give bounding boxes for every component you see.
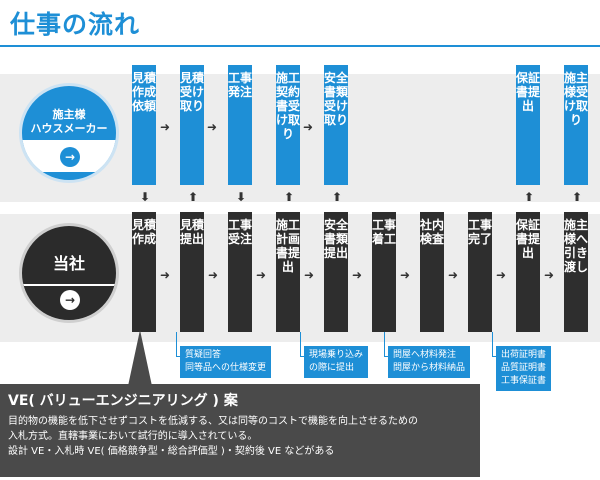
- client-step-contract-receive: 施工契約書受け取り: [276, 65, 300, 185]
- ve-panel: VE( バリューエンジニアリング ) 案 目的物の機能を低下させずコストを低減す…: [0, 384, 480, 477]
- arrow-up-icon: ⬆: [524, 190, 535, 204]
- arrow-right-icon: ➜: [303, 120, 314, 134]
- note-materials: 問屋へ材料発注 問屋から材料納品: [388, 346, 471, 378]
- our-step-safety-submit: 安全書類提出: [324, 212, 348, 332]
- client-badge: 施主様 ハウスメーカー →: [19, 83, 119, 183]
- note-safety: 現場乗り込み の際に提出: [304, 346, 369, 378]
- our-step-handover: 施主様へ引き渡し: [564, 212, 588, 332]
- arrow-up-icon: ⬆: [188, 190, 199, 204]
- ve-pointer: [128, 330, 152, 386]
- client-step-safety-receive: 安全書類受け取り: [324, 65, 348, 185]
- arrow-right-icon: ➜: [160, 120, 171, 134]
- our-step-completion: 工事完了: [468, 212, 492, 332]
- our-step-inspection: 社内検査: [420, 212, 444, 332]
- arrow-right-icon: ➜: [304, 268, 315, 282]
- client-step-warranty: 保証書提出: [516, 65, 540, 185]
- arrow-right-icon: ➜: [448, 268, 459, 282]
- arrow-right-icon: ➜: [352, 268, 363, 282]
- arrow-right-icon: ➜: [208, 268, 219, 282]
- arrow-up-icon: ⬆: [572, 190, 583, 204]
- note-warranty: 出荷証明書 品質証明書 工事保証書: [496, 346, 552, 391]
- arrow-right-icon: ➜: [496, 268, 507, 282]
- arrow-down-icon: ⬇: [236, 190, 247, 204]
- our-step-construction-start: 工事着工: [372, 212, 396, 332]
- arrow-up-icon: ⬆: [332, 190, 343, 204]
- note-estimate: 質疑回答 同等品への仕様変更: [180, 346, 272, 378]
- page-title: 仕事の流れ: [10, 10, 141, 39]
- client-step-estimate-receive: 見積受け取り: [180, 65, 204, 185]
- arrow-right-icon: ➜: [256, 268, 267, 282]
- our-step-order-receive: 工事受注: [228, 212, 252, 332]
- our-step-warranty-submit: 保証書提出: [516, 212, 540, 332]
- arrow-right-icon: ➜: [207, 120, 218, 134]
- arrow-up-icon: ⬆: [284, 190, 295, 204]
- us-badge: 当社 →: [19, 223, 119, 323]
- ve-line-3: 設計 VE・入札時 VE( 価格競争型・総合評価型 )・契約後 VE などがある: [8, 446, 335, 457]
- arrow-down-icon: ⬇: [140, 190, 151, 204]
- us-band: [22, 284, 116, 316]
- arrow-right-icon: →: [60, 147, 80, 167]
- arrow-right-icon: ➜: [160, 268, 171, 282]
- arrow-right-icon: ➜: [544, 268, 555, 282]
- us-label: 当社: [52, 254, 85, 273]
- our-step-estimate-create: 見積作成: [132, 212, 156, 332]
- client-step-estimate-request: 見積作成依頼: [132, 65, 156, 185]
- ve-line-1: 目的物の機能を低下させずコストを低減する、又は同等のコストで機能を向上させるため…: [8, 416, 418, 427]
- ve-title: VE( バリューエンジニアリング ) 案: [8, 393, 238, 409]
- client-step-order: 工事発注: [228, 65, 252, 185]
- our-step-estimate-submit: 見積提出: [180, 212, 204, 332]
- arrow-right-icon: →: [60, 290, 80, 310]
- title-underline: [0, 45, 600, 47]
- client-step-handover-receive: 施主様受け取り: [564, 65, 588, 185]
- our-step-plan-submit: 施工計画書提出: [276, 212, 300, 332]
- ve-line-2: 入札方式。直轄事業において試行的に導入されている。: [8, 431, 258, 442]
- arrow-right-icon: ➜: [400, 268, 411, 282]
- client-label: 施主様 ハウスメーカー: [30, 108, 108, 135]
